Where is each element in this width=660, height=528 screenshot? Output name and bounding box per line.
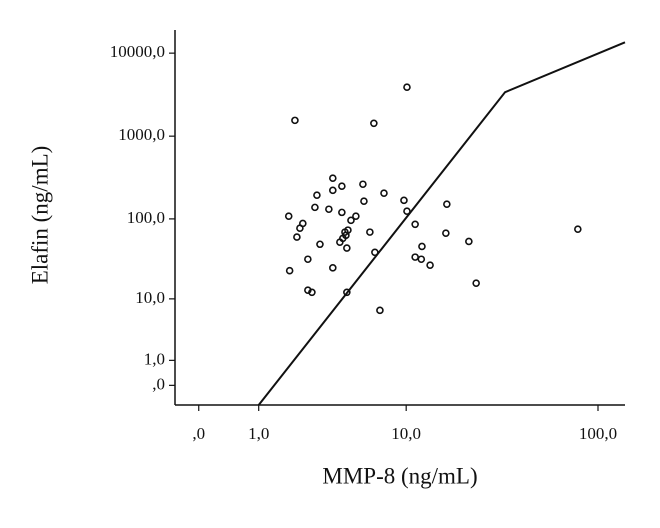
y-tick-label: 1000,0: [118, 125, 165, 144]
point: [329, 174, 337, 183]
point: [336, 238, 344, 246]
y-tick-label: 10000,0: [110, 42, 165, 61]
point: [291, 116, 299, 125]
x-tick-label: 1,0: [248, 424, 269, 443]
point: [380, 189, 388, 197]
y-tick-label: ,0: [152, 374, 165, 393]
point: [359, 180, 367, 189]
point: [411, 253, 419, 261]
point: [338, 208, 346, 217]
point: [343, 244, 351, 252]
point: [293, 233, 301, 241]
point: [442, 229, 450, 237]
point: [403, 83, 411, 91]
point: [338, 182, 346, 191]
point: [299, 219, 307, 228]
point: [343, 288, 351, 297]
point: [400, 196, 408, 205]
point: [411, 220, 419, 229]
x-tick-label: ,0: [192, 424, 205, 443]
point: [366, 228, 374, 236]
y-tick-label: 10,0: [135, 288, 165, 307]
point: [308, 288, 316, 297]
y-axis-title: Elafin (ng/mL): [27, 146, 52, 285]
y-tick-label: 1,0: [144, 349, 165, 368]
point: [329, 264, 337, 272]
point: [316, 240, 324, 249]
point: [418, 242, 426, 251]
point: [574, 225, 582, 233]
point: [284, 212, 293, 220]
point: [371, 248, 379, 257]
point: [311, 203, 319, 212]
point: [360, 197, 368, 205]
point: [352, 212, 360, 220]
point: [347, 216, 355, 225]
y-tick-label: 100,0: [127, 208, 165, 227]
point: [304, 255, 312, 264]
point: [329, 186, 337, 195]
point: [426, 261, 434, 269]
point: [472, 279, 480, 287]
point: [313, 191, 321, 199]
x-tick-label: 100,0: [579, 424, 617, 443]
point: [376, 306, 384, 315]
point: [325, 205, 333, 214]
x-axis-title: MMP-8 (ng/mL): [322, 463, 477, 488]
point: [370, 119, 378, 128]
point: [417, 255, 426, 264]
point: [285, 266, 294, 275]
point: [465, 237, 473, 246]
reference-line: [257, 41, 626, 406]
x-tick-label: 10,0: [391, 424, 421, 443]
point: [443, 200, 451, 208]
point: [403, 207, 411, 216]
